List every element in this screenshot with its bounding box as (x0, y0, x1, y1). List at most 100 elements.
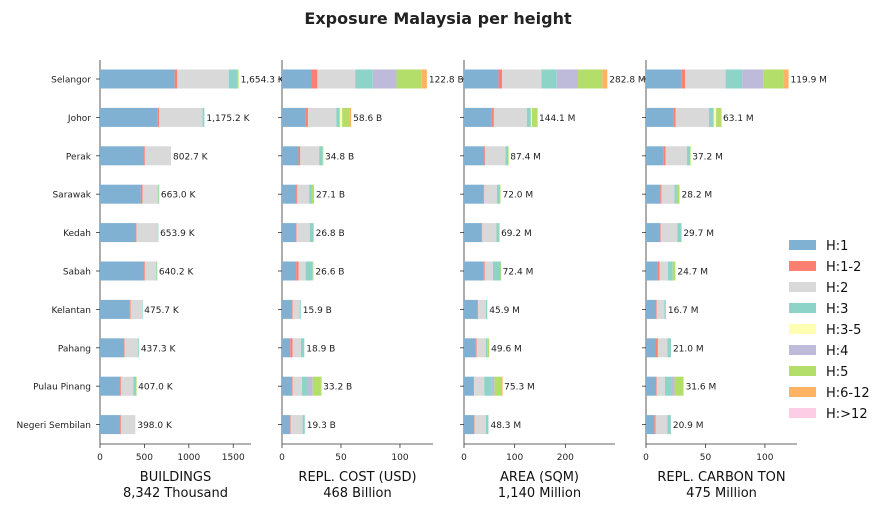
legend-label: H:6-12 (826, 386, 870, 401)
bar-segment (237, 69, 239, 89)
bar-segment (474, 415, 475, 435)
bar-segment (475, 338, 477, 358)
bar-segment (305, 107, 308, 127)
bar-segment (311, 69, 318, 89)
bar-segment (655, 299, 657, 319)
bar-segment (483, 184, 485, 204)
value-label: 407.0 K (138, 383, 174, 393)
bar-segment (309, 184, 312, 204)
bar-segment (282, 376, 292, 396)
value-label: 122.8 B (429, 76, 464, 86)
value-label: 16.7 M (668, 306, 699, 316)
bar-segment (144, 261, 156, 281)
x-axis-sublabel: 1,140 Million (498, 486, 581, 501)
bar-segment (484, 261, 493, 281)
bar-segment (100, 376, 120, 396)
bar-segment (646, 376, 656, 396)
bar-segment (464, 146, 485, 166)
bar-segment (300, 146, 320, 166)
bar-segment (135, 376, 137, 396)
bar-segment (716, 107, 721, 127)
legend-label: H:4 (826, 344, 848, 359)
bar-segment (464, 338, 476, 358)
bar-segment (298, 261, 306, 281)
legend-label: H:1-2 (826, 260, 861, 275)
bar-segment (312, 376, 321, 396)
bar-segment (305, 261, 313, 281)
bar-segment (317, 69, 356, 89)
bar-segment (282, 146, 299, 166)
bar-segment (646, 261, 658, 281)
bar-segment (292, 338, 301, 358)
y-tick-label: Negeri Sembilan (16, 421, 91, 431)
value-label: 24.7 M (677, 268, 708, 278)
bar-segment (491, 107, 494, 127)
x-tick-label: 0 (461, 453, 467, 463)
bar-segment (464, 415, 475, 435)
bar-segment (158, 184, 160, 204)
bar-segment (129, 299, 131, 319)
bar-segment (665, 376, 671, 396)
bar-segment (120, 376, 134, 396)
y-tick-label: Pahang (58, 344, 91, 354)
bar-segment (725, 69, 743, 89)
bar-segment (464, 299, 478, 319)
bar-segment (282, 415, 291, 435)
bar-segment (349, 107, 352, 127)
bar-segment (494, 376, 503, 396)
y-tick-label: Kelantan (52, 306, 91, 316)
value-label: 640.2 K (159, 268, 195, 278)
value-label: 49.6 M (491, 344, 522, 354)
bar-segment (602, 69, 608, 89)
bar-segment (339, 107, 343, 127)
bar-segment (296, 223, 310, 243)
bar-segment (155, 261, 157, 281)
bar-segment (502, 69, 542, 89)
bar-segment (502, 376, 503, 396)
bar-segment (464, 184, 484, 204)
bar-segment (675, 107, 710, 127)
value-label: 33.2 B (323, 383, 352, 393)
bar-segment (464, 107, 492, 127)
bar-segment (646, 415, 655, 435)
value-label: 19.3 B (307, 421, 336, 431)
bar-segment (100, 299, 130, 319)
bar-segment (474, 415, 486, 435)
bar-segment (709, 107, 714, 127)
bar-segment (319, 146, 323, 166)
bar-segment (282, 338, 291, 358)
bar-segment (483, 261, 485, 281)
bar-segment (282, 107, 306, 127)
bar-segment (646, 223, 661, 243)
bar-segment (299, 299, 301, 319)
bar-segment (646, 338, 656, 358)
bar-segment (307, 107, 337, 127)
bar-segment (309, 223, 314, 243)
bar-segment (123, 338, 125, 358)
bar-segment (282, 299, 292, 319)
bar-segment (396, 69, 422, 89)
legend-swatch (789, 366, 816, 376)
value-label: 63.1 M (723, 114, 754, 124)
value-label: 18.9 B (306, 344, 335, 354)
bar-segment (142, 184, 158, 204)
value-label: 31.6 M (686, 383, 717, 393)
bar-segment (496, 223, 499, 243)
chart-title: Exposure Malaysia per height (304, 9, 572, 28)
bar-segment (673, 107, 676, 127)
bar-segment (478, 299, 486, 319)
bar-segment (660, 223, 661, 243)
value-label: 437.3 K (141, 344, 177, 354)
value-label: 21.0 M (673, 344, 704, 354)
bar-segment (313, 223, 314, 243)
y-tick-label: Pulau Pinang (33, 383, 91, 393)
y-tick-label: Kedah (63, 229, 91, 239)
bar-segment (654, 415, 656, 435)
x-tick-label: 500 (136, 453, 153, 463)
bar-segment (159, 107, 203, 127)
bar-segment (672, 261, 676, 281)
x-axis-label: BUILDINGS (140, 470, 211, 485)
x-tick-label: 0 (97, 453, 103, 463)
legend-label: H:2 (826, 281, 848, 296)
value-label: 1,654.3 K (241, 76, 285, 86)
